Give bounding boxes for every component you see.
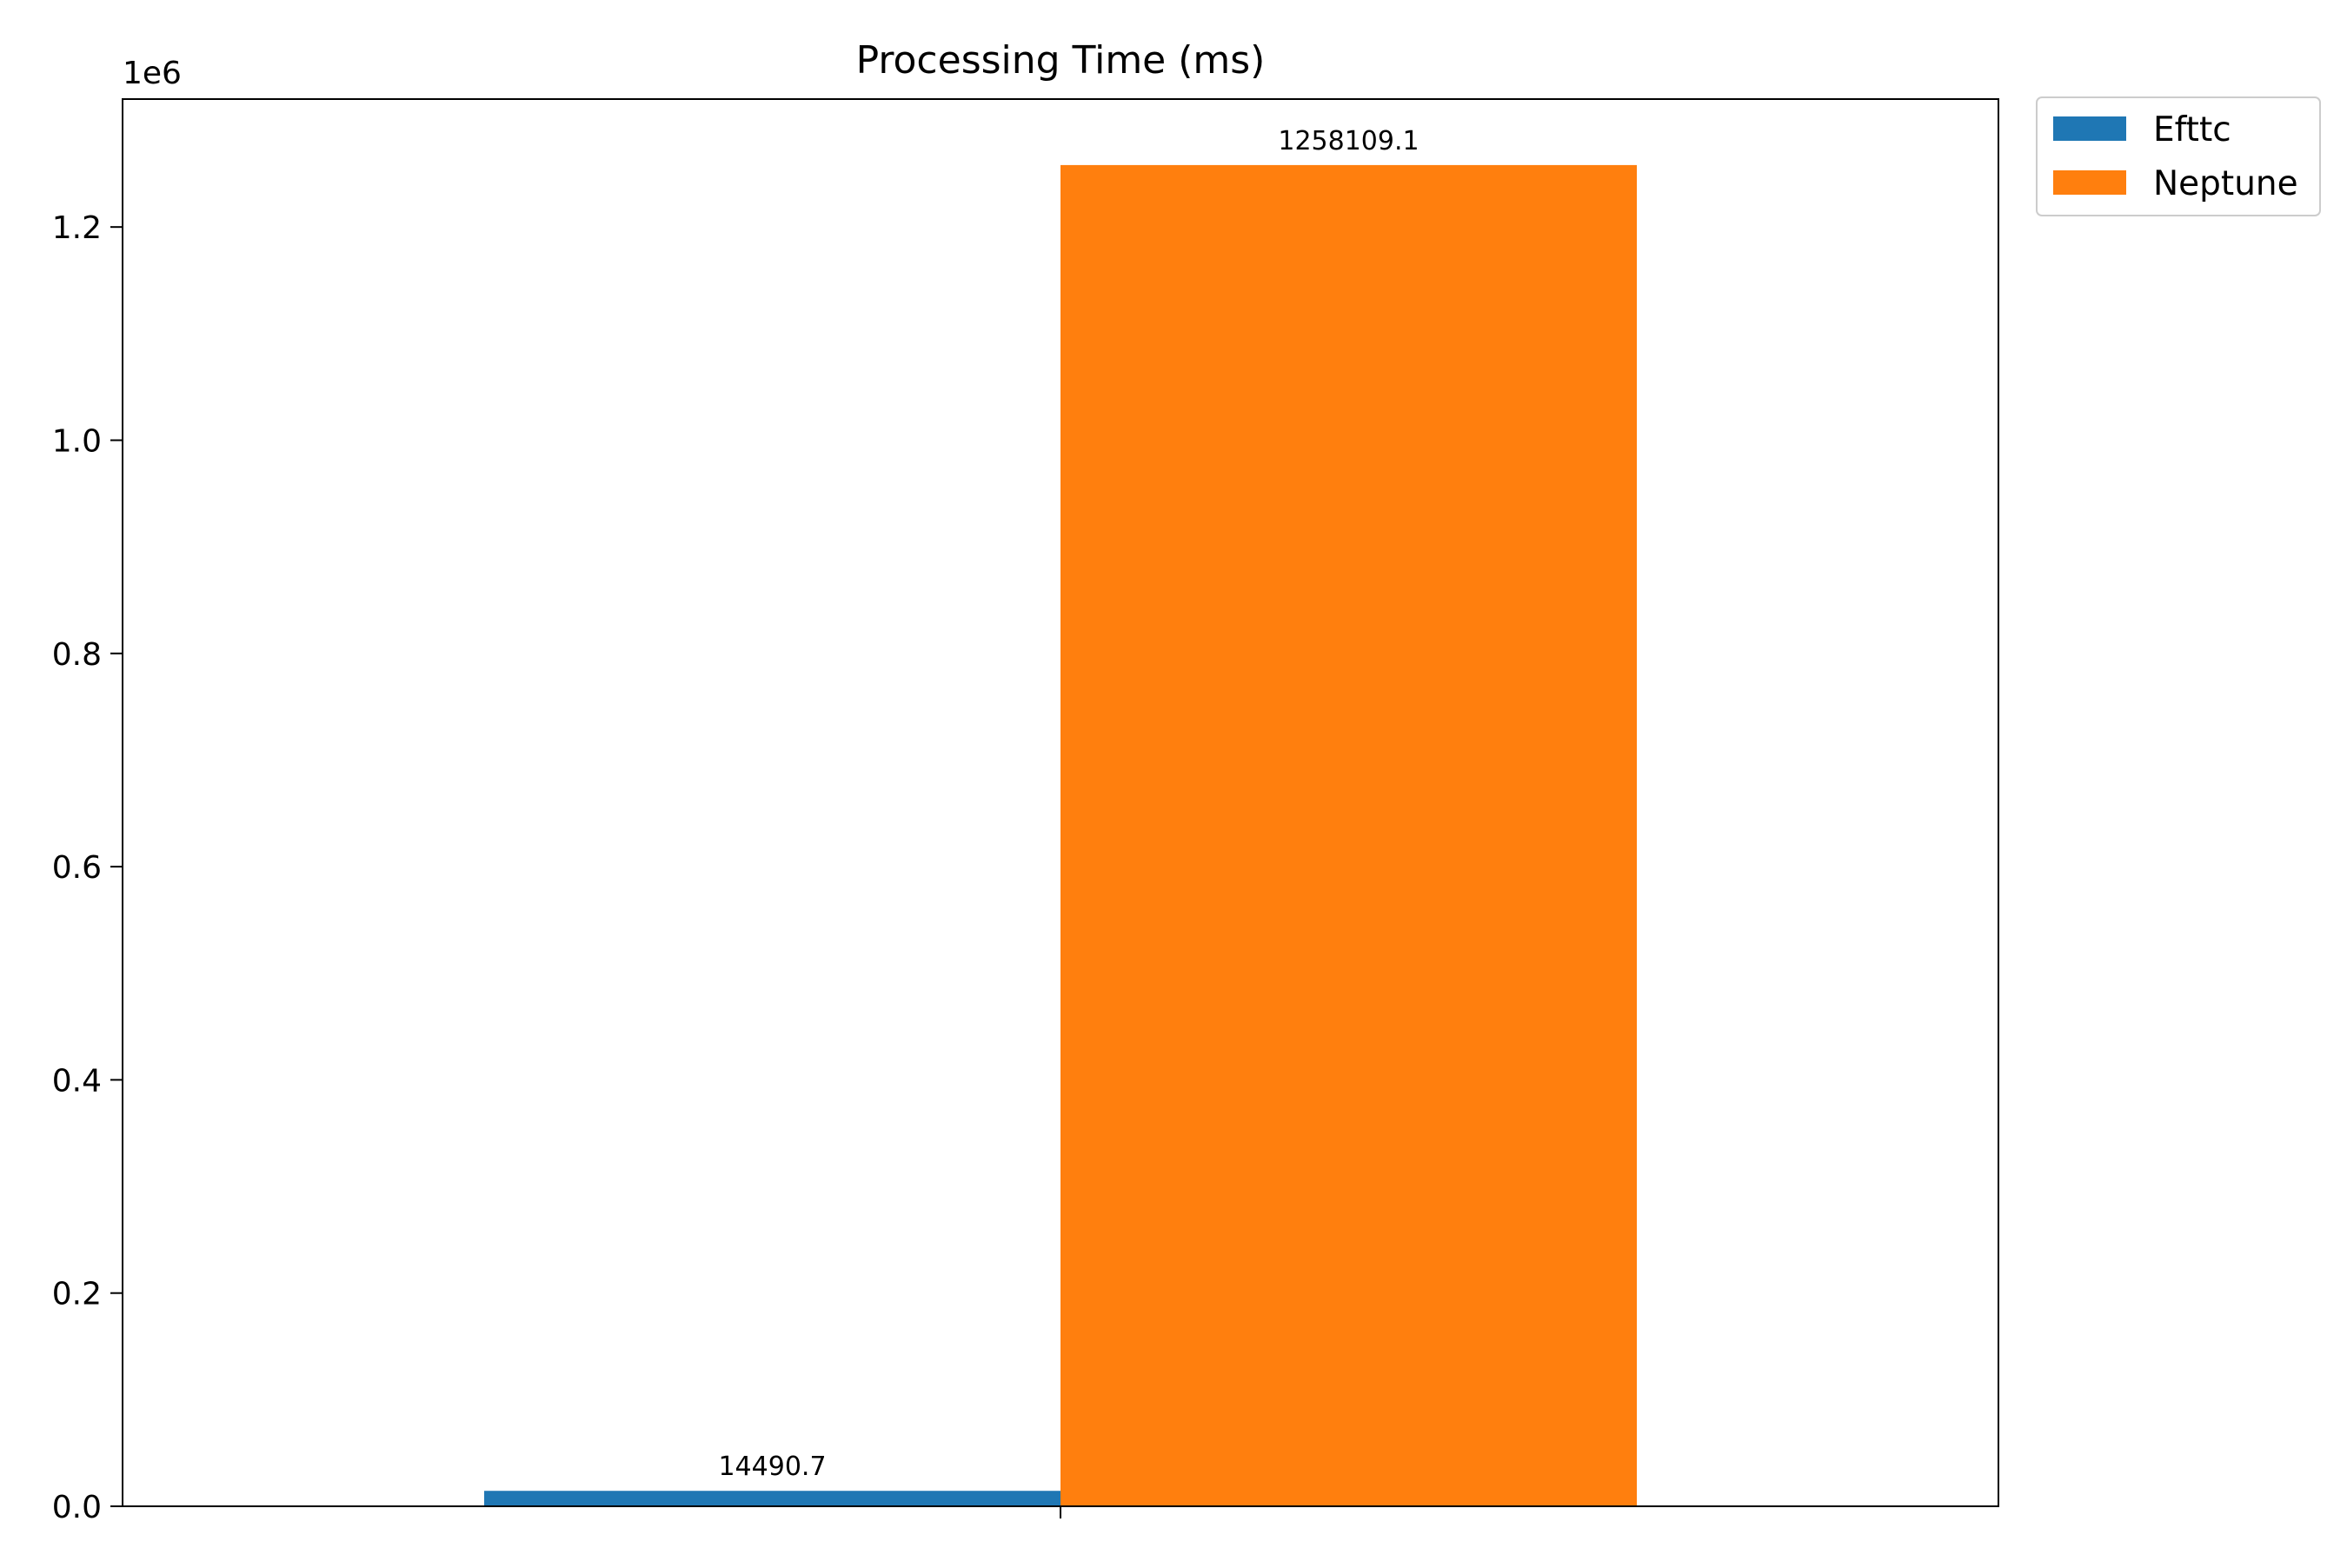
- y-tick-label: 0.0: [52, 1490, 102, 1525]
- bars-layer: [484, 164, 1637, 1506]
- bar-efttc: [484, 1491, 1060, 1506]
- plot-frame: [122, 98, 1999, 1507]
- y-tick-label: 1.2: [52, 210, 102, 246]
- y-tick-label: 0.2: [52, 1277, 102, 1312]
- legend-swatch-efttc: [2053, 116, 2126, 141]
- chart-title: Processing Time (ms): [856, 38, 1266, 83]
- y-tick-label: 1.0: [52, 423, 102, 459]
- legend: Efttc Neptune: [2036, 96, 2321, 216]
- legend-label-efttc: Efttc: [2153, 110, 2231, 149]
- y-tick-label: 0.6: [52, 850, 102, 886]
- data-labels-layer: 14490.7 1258109.1: [718, 126, 1419, 1482]
- y-axis-offset-label: 1e6: [123, 56, 182, 91]
- axes-layer: 0.0 0.2 0.4 0.6 0.8 1.0 1.2: [52, 98, 1999, 1525]
- bar-neptune: [1060, 164, 1637, 1506]
- legend-swatch-neptune: [2053, 170, 2126, 195]
- y-tick-label: 0.8: [52, 637, 102, 673]
- legend-label-neptune: Neptune: [2153, 164, 2298, 203]
- data-label-neptune: 1258109.1: [1278, 126, 1419, 156]
- data-label-efttc: 14490.7: [718, 1452, 826, 1482]
- y-tick-label: 0.4: [52, 1063, 102, 1099]
